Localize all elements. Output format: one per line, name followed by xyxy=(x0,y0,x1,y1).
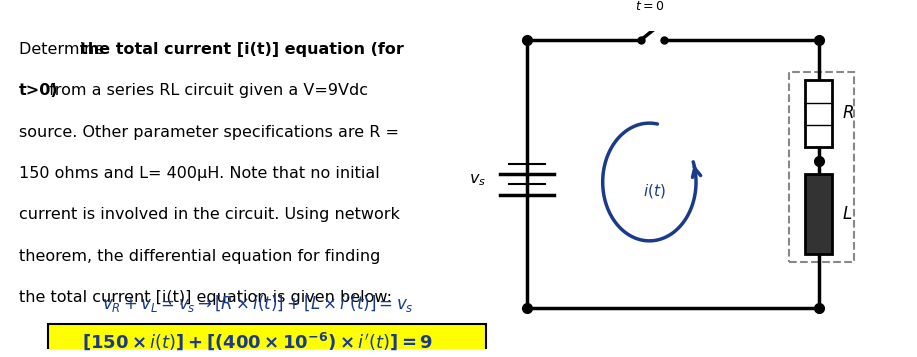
Text: $t=0$: $t=0$ xyxy=(635,0,664,14)
Text: $L$: $L$ xyxy=(842,206,852,223)
Bar xyxy=(805,80,832,147)
Text: 150 ohms and L= 400μH. Note that no initial: 150 ohms and L= 400μH. Note that no init… xyxy=(19,166,380,181)
Bar xyxy=(805,174,832,254)
Text: $R$: $R$ xyxy=(842,105,854,122)
Text: current is involved in the circuit. Using network: current is involved in the circuit. Usin… xyxy=(19,207,400,222)
FancyBboxPatch shape xyxy=(49,324,486,357)
Text: $i(t)$: $i(t)$ xyxy=(643,182,666,200)
Text: theorem, the differential equation for finding: theorem, the differential equation for f… xyxy=(19,249,381,264)
Text: the total current [i(t)] equation (for: the total current [i(t)] equation (for xyxy=(81,42,404,57)
Bar xyxy=(790,72,854,262)
Text: source. Other parameter specifications are R =: source. Other parameter specifications a… xyxy=(19,125,399,140)
Text: $v_s$: $v_s$ xyxy=(469,171,486,188)
Text: Determine: Determine xyxy=(19,42,109,57)
Text: the total current [i(t)] equation is given below:: the total current [i(t)] equation is giv… xyxy=(19,290,392,305)
Text: from a series RL circuit given a V=9Vdc: from a series RL circuit given a V=9Vdc xyxy=(44,83,368,98)
Text: $\mathbf{[150 \times \mathit{i(t)}] + [(400 \times 10^{-6}) \times \mathit{i'(t): $\mathbf{[150 \times \mathit{i(t)}] + [(… xyxy=(83,330,434,352)
Text: $v_R + v_L = v_s \rightarrow [R \times i(t)] + [L \times i'(t)] = v_s$: $v_R + v_L = v_s \rightarrow [R \times i… xyxy=(102,293,414,315)
Text: t>0): t>0) xyxy=(19,83,59,98)
